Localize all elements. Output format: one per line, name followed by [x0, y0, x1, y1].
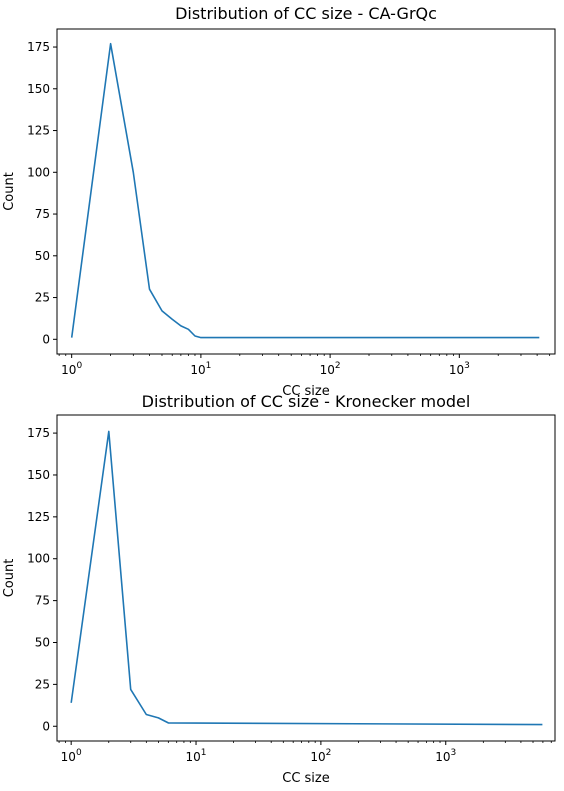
y-tick-label: 125	[27, 510, 50, 524]
y-axis-label: Count	[2, 172, 17, 211]
y-tick-label: 100	[27, 552, 50, 566]
axes-frame	[56, 28, 556, 355]
series-line	[70, 42, 540, 339]
y-tick-label: 25	[35, 677, 50, 691]
x-tick-label: 101	[190, 361, 211, 377]
y-tick-label: 50	[35, 635, 50, 649]
x-tick-label: 100	[61, 361, 82, 377]
y-tick-label: 0	[42, 332, 50, 346]
x-axis-label: CC size	[282, 771, 330, 786]
axes-frame	[56, 414, 556, 742]
y-tick-label: 50	[35, 249, 50, 263]
chart-title: Distribution of CC size - CA-GrQc	[175, 4, 437, 23]
y-tick-label: 150	[27, 82, 50, 96]
y-tick-label: 25	[35, 291, 50, 305]
x-tick-label: 102	[320, 361, 341, 377]
y-tick-label: 0	[42, 719, 50, 733]
y-tick-label: 100	[27, 165, 50, 179]
y-axis-label: Count	[2, 559, 17, 598]
x-tick-label: 100	[61, 748, 82, 764]
y-tick-label: 175	[27, 40, 50, 54]
subplot-1: Distribution of CC size - CA-GrQc 0 25 50 75…	[2, 4, 556, 399]
x-tick-label: 103	[449, 361, 470, 377]
chart-title: Distribution of CC size - Kronecker mode…	[142, 392, 471, 411]
subplot-2: Distribution of CC size - Kronecker mode…	[2, 392, 556, 786]
x-tick-label: 102	[310, 748, 331, 764]
y-tick-label: 150	[27, 468, 50, 482]
x-tick-label: 101	[186, 748, 207, 764]
x-tick-label: 103	[435, 748, 456, 764]
series-line	[70, 430, 543, 726]
y-tick-label: 75	[35, 207, 50, 221]
y-tick-label: 175	[27, 426, 50, 440]
y-tick-label: 75	[35, 594, 50, 608]
y-tick-label: 125	[27, 124, 50, 138]
x-axis-label: CC size	[282, 384, 330, 399]
